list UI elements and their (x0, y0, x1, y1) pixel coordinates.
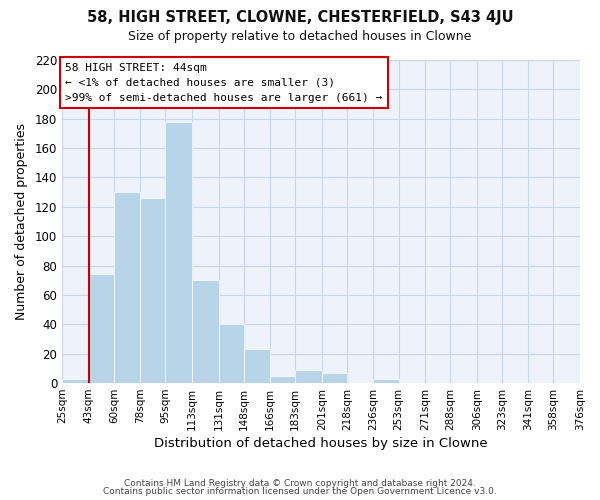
Bar (192, 280, 218, 383)
Bar (580, 382, 600, 383)
Bar (166, 122, 192, 383)
Bar (89, 274, 114, 383)
Bar (295, 370, 322, 383)
Bar (62, 378, 89, 383)
Bar (373, 378, 398, 383)
Text: 58 HIGH STREET: 44sqm
← <1% of detached houses are smaller (3)
>99% of semi-deta: 58 HIGH STREET: 44sqm ← <1% of detached … (65, 63, 382, 102)
Y-axis label: Number of detached properties: Number of detached properties (15, 123, 28, 320)
Bar (270, 376, 295, 383)
Text: Size of property relative to detached houses in Clowne: Size of property relative to detached ho… (128, 30, 472, 43)
Text: Contains HM Land Registry data © Crown copyright and database right 2024.: Contains HM Land Registry data © Crown c… (124, 478, 476, 488)
Bar (140, 198, 166, 383)
Bar (114, 192, 140, 383)
Bar (218, 324, 244, 383)
Text: Contains public sector information licensed under the Open Government Licence v3: Contains public sector information licen… (103, 487, 497, 496)
Text: 58, HIGH STREET, CLOWNE, CHESTERFIELD, S43 4JU: 58, HIGH STREET, CLOWNE, CHESTERFIELD, S… (86, 10, 514, 25)
X-axis label: Distribution of detached houses by size in Clowne: Distribution of detached houses by size … (154, 437, 488, 450)
Bar (322, 373, 347, 383)
Bar (244, 350, 270, 383)
